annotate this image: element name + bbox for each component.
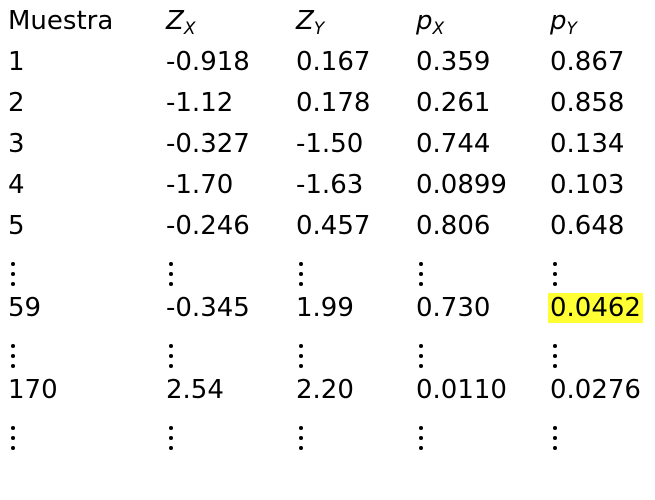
cell-zx: -0.246	[166, 211, 250, 241]
vertical-ellipsis-icon	[418, 328, 424, 369]
vertical-ellipsis-icon	[168, 410, 174, 451]
table-row: 170 2.54 2.20 0.0110 0.0276	[8, 369, 655, 410]
cell-px: 0.744	[416, 129, 491, 159]
ellipsis-row	[8, 410, 655, 451]
cell-zy: 2.20	[296, 375, 354, 405]
table-row: 4 -1.70 -1.63 0.0899 0.103	[8, 164, 655, 205]
cell-muestra: 1	[8, 47, 25, 77]
cell-zx: -1.70	[166, 170, 234, 200]
header-py: pY	[550, 6, 577, 39]
vertical-ellipsis-icon	[552, 328, 558, 369]
cell-px: 0.0110	[416, 375, 507, 405]
cell-zx: -0.327	[166, 129, 250, 159]
vertical-ellipsis-icon	[418, 410, 424, 451]
vertical-ellipsis-icon	[168, 246, 174, 287]
table-body: 1 -0.918 0.167 0.359 0.867 2 -1.12 0.178 0.261 0.…	[8, 41, 655, 451]
cell-zx: -1.12	[166, 88, 234, 118]
header-zx: ZX	[166, 6, 196, 39]
header-px: pX	[416, 6, 445, 39]
cell-zy: 1.99	[296, 293, 354, 323]
cell-zy: -1.50	[296, 129, 364, 159]
cell-px: 0.806	[416, 211, 491, 241]
cell-zy: 0.178	[296, 88, 371, 118]
cell-py: 0.648	[550, 211, 625, 241]
header-zy: ZY	[296, 6, 325, 39]
cell-muestra: 59	[8, 293, 42, 323]
cell-zy: 0.457	[296, 211, 371, 241]
samples-table: Muestra ZX ZY pX pY 1 -0.918 0.167 0.359 0.8…	[8, 0, 655, 451]
vertical-ellipsis-icon	[418, 246, 424, 287]
ellipsis-row	[8, 246, 655, 287]
cell-py: 0.858	[550, 88, 625, 118]
vertical-ellipsis-icon	[552, 246, 558, 287]
vertical-ellipsis-icon	[10, 410, 16, 451]
cell-py: 0.0462	[548, 290, 643, 326]
table-row: 3 -0.327 -1.50 0.744 0.134	[8, 123, 655, 164]
cell-zx: 2.54	[166, 375, 224, 405]
cell-zx: -0.345	[166, 293, 250, 323]
cell-py: 0.134	[550, 129, 625, 159]
vertical-ellipsis-icon	[168, 328, 174, 369]
cell-py: 0.103	[550, 170, 625, 200]
vertical-ellipsis-icon	[298, 410, 304, 451]
cell-px: 0.730	[416, 293, 491, 323]
cell-zy: -1.63	[296, 170, 364, 200]
cell-py: 0.0276	[550, 375, 641, 405]
cell-px: 0.359	[416, 47, 491, 77]
cell-muestra: 170	[8, 375, 58, 405]
table-row: 1 -0.918 0.167 0.359 0.867	[8, 41, 655, 82]
cell-px: 0.0899	[416, 170, 507, 200]
header-muestra: Muestra	[8, 6, 114, 36]
cell-muestra: 2	[8, 88, 25, 118]
cell-muestra: 5	[8, 211, 25, 241]
ellipsis-row	[8, 328, 655, 369]
cell-zx: -0.918	[166, 47, 250, 77]
table-row: 5 -0.246 0.457 0.806 0.648	[8, 205, 655, 246]
vertical-ellipsis-icon	[10, 246, 16, 287]
table-row: 2 -1.12 0.178 0.261 0.858	[8, 82, 655, 123]
cell-py: 0.867	[550, 47, 625, 77]
cell-zy: 0.167	[296, 47, 371, 77]
vertical-ellipsis-icon	[298, 246, 304, 287]
vertical-ellipsis-icon	[10, 328, 16, 369]
cell-muestra: 3	[8, 129, 25, 159]
highlighted-value: 0.0462	[548, 293, 643, 323]
header-row: Muestra ZX ZY pX pY	[8, 0, 655, 41]
cell-px: 0.261	[416, 88, 491, 118]
cell-muestra: 4	[8, 170, 25, 200]
vertical-ellipsis-icon	[298, 328, 304, 369]
table-row: 59 -0.345 1.99 0.730 0.0462	[8, 287, 655, 328]
vertical-ellipsis-icon	[552, 410, 558, 451]
